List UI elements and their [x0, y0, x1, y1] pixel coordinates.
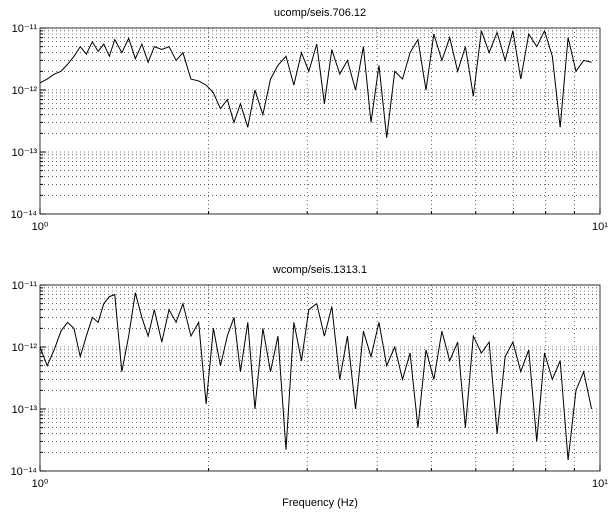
y-tick-label: 10⁻¹¹	[12, 280, 38, 292]
y-tick-label: 10⁻¹⁴	[11, 209, 38, 221]
chart-title: wcomp/seis.1313.1	[272, 264, 367, 276]
plot-frame	[39, 284, 601, 472]
x-tick-label: 10⁰	[32, 221, 49, 233]
x-tick-label: 10¹	[592, 221, 608, 233]
y-tick-label: 10⁻¹²	[12, 85, 38, 97]
chart-title: ucomp/seis.706.12	[274, 7, 366, 19]
plot-frame	[39, 27, 601, 215]
x-axis-label: Frequency (Hz)	[282, 497, 358, 509]
x-tick-label: 10⁰	[32, 478, 49, 490]
x-tick-label: 10¹	[592, 478, 608, 490]
y-tick-label: 10⁻¹³	[12, 147, 38, 159]
y-tick-label: 10⁻¹²	[12, 342, 38, 354]
data-line	[39, 29, 592, 138]
y-tick-label: 10⁻¹³	[12, 404, 38, 416]
data-line	[39, 292, 593, 461]
y-tick-label: 10⁻¹⁴	[11, 466, 38, 478]
y-tick-label: 10⁻¹¹	[12, 23, 38, 35]
